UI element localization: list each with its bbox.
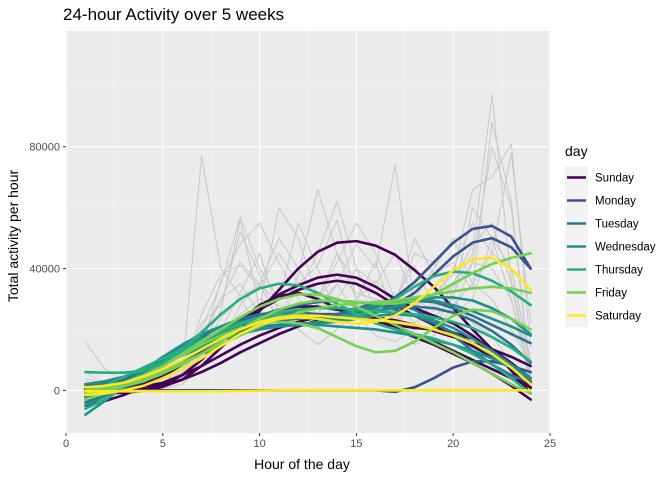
- legend-label-friday: Friday: [595, 288, 627, 300]
- x-axis-title: Hour of the day: [254, 456, 350, 472]
- x-tick-label: 0: [63, 438, 69, 450]
- legend-label-monday: Monday: [595, 196, 636, 208]
- legend-label-saturday: Saturday: [595, 311, 641, 323]
- y-tick-label: 40000: [29, 264, 60, 276]
- smoothed-line-tuesday: [84, 299, 532, 389]
- smoothed-line-friday: [84, 252, 532, 392]
- legend-title: day: [565, 143, 588, 159]
- legend-label-wednesday: Wednesday: [595, 242, 656, 254]
- x-tick-label: 20: [447, 438, 459, 450]
- smoothed-line-friday: [84, 308, 532, 401]
- x-tick-label: 5: [160, 438, 166, 450]
- legend-label-thursday: Thursday: [595, 265, 643, 277]
- smoothed-line-friday: [84, 285, 532, 395]
- x-tick-label: 15: [350, 438, 362, 450]
- y-tick-label: 0: [54, 385, 60, 397]
- x-tick-label: 25: [544, 438, 556, 450]
- legend-label-tuesday: Tuesday: [595, 219, 639, 231]
- legend: day Sunday Monday Tuesday Wednesday Thursday…: [565, 143, 656, 327]
- smoothed-line-saturday: [84, 314, 532, 389]
- smoothed-line-sunday: [84, 239, 532, 395]
- y-tick-label: 80000: [29, 142, 60, 154]
- smoothed-line-saturday: [84, 389, 532, 393]
- smoothed-day-lines: [84, 224, 532, 417]
- x-tick-label: 10: [253, 438, 265, 450]
- chart-title: 24-hour Activity over 5 weeks: [63, 5, 284, 24]
- y-axis: 0 40000 80000: [29, 142, 66, 397]
- smoothed-line-sunday: [84, 273, 532, 391]
- legend-label-sunday: Sunday: [595, 173, 634, 185]
- y-axis-title: Total activity per hour: [5, 170, 21, 303]
- x-axis: 0 5 10 15 20 25: [63, 433, 556, 450]
- smoothed-line-saturday: [84, 256, 532, 397]
- smoothed-line-thursday: [84, 306, 532, 395]
